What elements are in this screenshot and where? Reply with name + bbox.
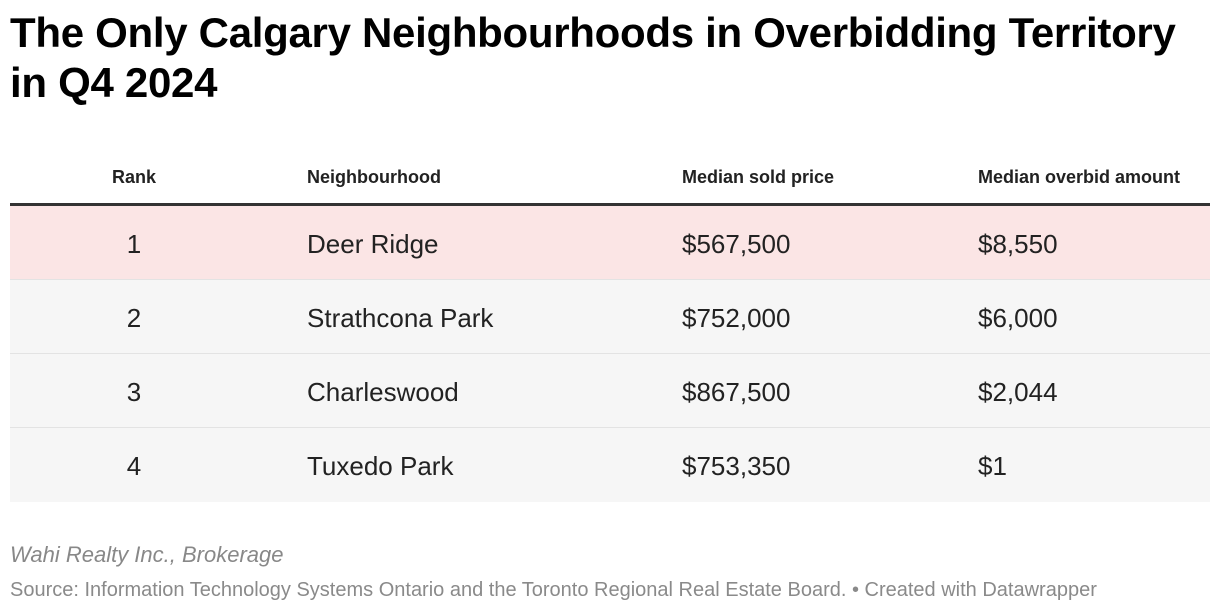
neighbourhood-cell: Deer Ridge bbox=[307, 229, 439, 259]
median-overbid-amount-cell: $8,550 bbox=[978, 229, 1058, 259]
table-row: 3 Charleswood $867,500 $2,044 bbox=[10, 354, 1210, 428]
column-header-median-overbid-amount[interactable]: Median overbid amount bbox=[978, 167, 1181, 187]
byline: Wahi Realty Inc., Brokerage bbox=[10, 542, 284, 567]
median-overbid-amount-cell: $6,000 bbox=[978, 303, 1058, 333]
table-row: 1 Deer Ridge $567,500 $8,550 bbox=[10, 206, 1210, 280]
column-header-neighbourhood[interactable]: Neighbourhood bbox=[307, 167, 441, 187]
source-note[interactable]: Source: Information Technology Systems O… bbox=[10, 579, 1097, 601]
column-header-median-sold-price[interactable]: Median sold price bbox=[682, 167, 835, 187]
table-row: 2 Strathcona Park $752,000 $6,000 bbox=[10, 280, 1210, 354]
table-row: 4 Tuxedo Park $753,350 $1 bbox=[10, 428, 1210, 502]
table-header-row: Rank Neighbourhood Median sold price Med… bbox=[10, 150, 1210, 206]
chart-title: The Only Calgary Neighbourhoods in Overb… bbox=[10, 9, 1176, 106]
neighbourhood-cell: Strathcona Park bbox=[307, 303, 494, 333]
median-overbid-amount-cell: $2,044 bbox=[978, 377, 1058, 407]
neighbourhood-cell: Charleswood bbox=[307, 377, 459, 407]
rank-cell: 2 bbox=[126, 303, 142, 333]
median-sold-price-cell: $752,000 bbox=[682, 303, 791, 333]
rank-cell: 3 bbox=[126, 377, 142, 407]
data-table: Rank Neighbourhood Median sold price Med… bbox=[10, 150, 1210, 502]
median-sold-price-cell: $567,500 bbox=[682, 229, 791, 259]
rank-cell: 1 bbox=[126, 229, 142, 259]
median-overbid-amount-cell: $1 bbox=[978, 451, 1007, 481]
column-header-rank[interactable]: Rank bbox=[111, 167, 156, 187]
rank-cell: 4 bbox=[126, 451, 142, 481]
neighbourhood-cell: Tuxedo Park bbox=[307, 451, 454, 481]
median-sold-price-cell: $867,500 bbox=[682, 377, 791, 407]
median-sold-price-cell: $753,350 bbox=[682, 451, 791, 481]
